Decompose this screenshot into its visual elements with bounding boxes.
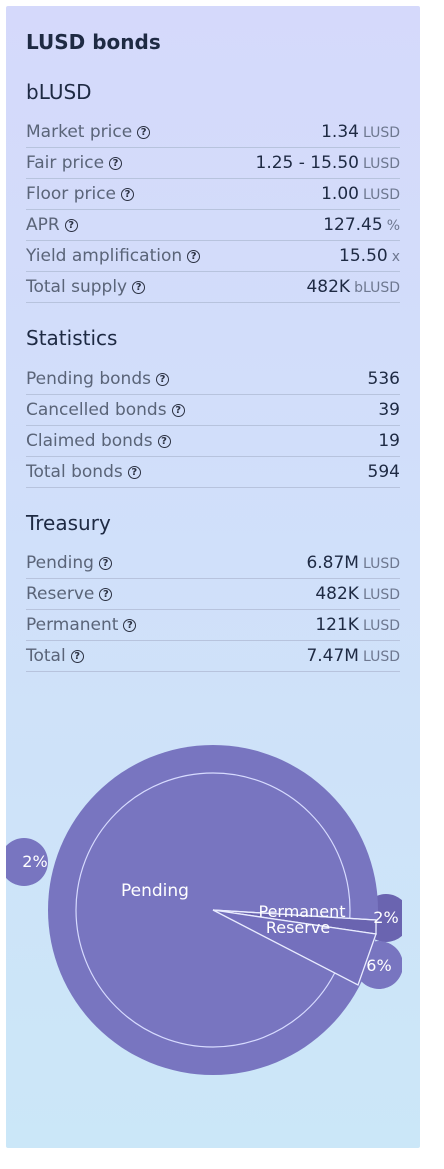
row-unit: LUSD bbox=[362, 556, 400, 572]
stat-row-pending-bonds: Pending bonds? 536 bbox=[26, 364, 400, 395]
row-value: 536 bbox=[367, 369, 400, 389]
treasury-row-pending: Pending? 6.87M LUSD bbox=[26, 548, 400, 579]
blusd-row-apr: APR? 127.45% bbox=[26, 210, 400, 241]
help-icon[interactable]: ? bbox=[157, 434, 171, 448]
row-label: Pending bonds bbox=[26, 369, 151, 389]
blusd-row-market-price: Market price? 1.34 LUSD bbox=[26, 117, 400, 148]
help-icon[interactable]: ? bbox=[99, 587, 113, 601]
statistics-list: Pending bonds? 536 Cancelled bonds? 39 C… bbox=[26, 364, 400, 488]
row-label: Floor price bbox=[26, 184, 117, 204]
pie-bubble-left-label: 2% bbox=[22, 852, 47, 871]
help-icon[interactable]: ? bbox=[98, 556, 112, 570]
pie-bubble-permanent-label: 2% bbox=[373, 908, 398, 927]
row-value: 15.50 bbox=[339, 246, 388, 266]
row-label: Claimed bonds bbox=[26, 431, 153, 451]
help-icon[interactable]: ? bbox=[109, 156, 123, 170]
row-value: 6.87M bbox=[306, 553, 359, 573]
row-unit: LUSD bbox=[362, 125, 400, 141]
row-value: 482K bbox=[306, 277, 351, 297]
pie-separator bbox=[212, 909, 377, 921]
blusd-row-fair-price: Fair price? 1.25 - 15.50 LUSD bbox=[26, 148, 400, 179]
row-value: 121K bbox=[315, 615, 359, 635]
row-unit: LUSD bbox=[362, 187, 400, 203]
treasury-heading: Treasury bbox=[26, 511, 111, 535]
row-unit: % bbox=[386, 218, 400, 234]
pie-label-permanent: Permanent bbox=[258, 902, 345, 921]
row-label: Total supply bbox=[26, 277, 128, 297]
help-icon[interactable]: ? bbox=[171, 403, 185, 417]
row-value: 1.00 bbox=[321, 184, 359, 204]
pie-label-reserve: Reserve bbox=[266, 918, 330, 937]
row-label: Cancelled bonds bbox=[26, 400, 167, 420]
help-icon[interactable]: ? bbox=[137, 125, 151, 139]
pie-slice-reserve bbox=[212, 909, 377, 986]
blusd-heading: bLUSD bbox=[26, 80, 92, 104]
row-label: Pending bbox=[26, 553, 94, 573]
stat-row-total-bonds: Total bonds? 594 bbox=[26, 457, 400, 488]
pie-label-pending: Pending bbox=[121, 881, 189, 901]
row-value: 1.25 - 15.50 bbox=[255, 153, 359, 173]
row-unit: LUSD bbox=[362, 649, 400, 665]
help-icon[interactable]: ? bbox=[64, 218, 78, 232]
treasury-row-reserve: Reserve? 482K LUSD bbox=[26, 579, 400, 610]
blusd-row-total-supply: Total supply? 482K bLUSD bbox=[26, 272, 400, 303]
help-icon[interactable]: ? bbox=[187, 249, 201, 263]
row-label: Yield amplification bbox=[26, 246, 183, 266]
row-value: 39 bbox=[378, 400, 400, 420]
row-value: 482K bbox=[315, 584, 359, 604]
row-label: APR bbox=[26, 215, 60, 235]
row-label: Fair price bbox=[26, 153, 105, 173]
row-value: 1.34 bbox=[321, 122, 359, 142]
treasury-row-total: Total? 7.47M LUSD bbox=[26, 641, 400, 672]
blusd-list: Market price? 1.34 LUSD Fair price? 1.25 … bbox=[26, 117, 400, 303]
pie-inner-ring bbox=[75, 772, 351, 1048]
help-icon[interactable]: ? bbox=[155, 372, 169, 386]
pie-bubble-reserve-label: 6% bbox=[366, 956, 391, 975]
blusd-row-floor-price: Floor price? 1.00 LUSD bbox=[26, 179, 400, 210]
help-icon[interactable]: ? bbox=[121, 187, 135, 201]
stat-row-cancelled-bonds: Cancelled bonds? 39 bbox=[26, 395, 400, 426]
row-label: Reserve bbox=[26, 584, 95, 604]
pie-bubble-left bbox=[6, 838, 48, 886]
row-label: Total bbox=[26, 646, 66, 666]
stat-row-claimed-bonds: Claimed bonds? 19 bbox=[26, 426, 400, 457]
row-unit: x bbox=[391, 249, 400, 265]
row-value: 594 bbox=[367, 462, 400, 482]
help-icon[interactable]: ? bbox=[123, 618, 137, 632]
statistics-heading: Statistics bbox=[26, 326, 118, 350]
blusd-row-yield-amplification: Yield amplification? 15.50 x bbox=[26, 241, 400, 272]
row-unit: bLUSD bbox=[354, 280, 400, 296]
row-label: Permanent bbox=[26, 615, 119, 635]
help-icon[interactable]: ? bbox=[127, 465, 141, 479]
row-value: 127.45 bbox=[323, 215, 383, 235]
row-unit: LUSD bbox=[362, 587, 400, 603]
row-unit: LUSD bbox=[362, 618, 400, 634]
treasury-row-permanent: Permanent? 121K LUSD bbox=[26, 610, 400, 641]
row-label: Total bonds bbox=[26, 462, 123, 482]
help-icon[interactable]: ? bbox=[132, 280, 146, 294]
row-value: 19 bbox=[378, 431, 400, 451]
row-value: 7.47M bbox=[306, 646, 359, 666]
row-unit: LUSD bbox=[362, 156, 400, 172]
treasury-list: Pending? 6.87M LUSD Reserve? 482K LUSD Per… bbox=[26, 548, 400, 672]
row-label: Market price bbox=[26, 122, 133, 142]
panel-title: LUSD bonds bbox=[26, 30, 161, 54]
help-icon[interactable]: ? bbox=[70, 649, 84, 663]
